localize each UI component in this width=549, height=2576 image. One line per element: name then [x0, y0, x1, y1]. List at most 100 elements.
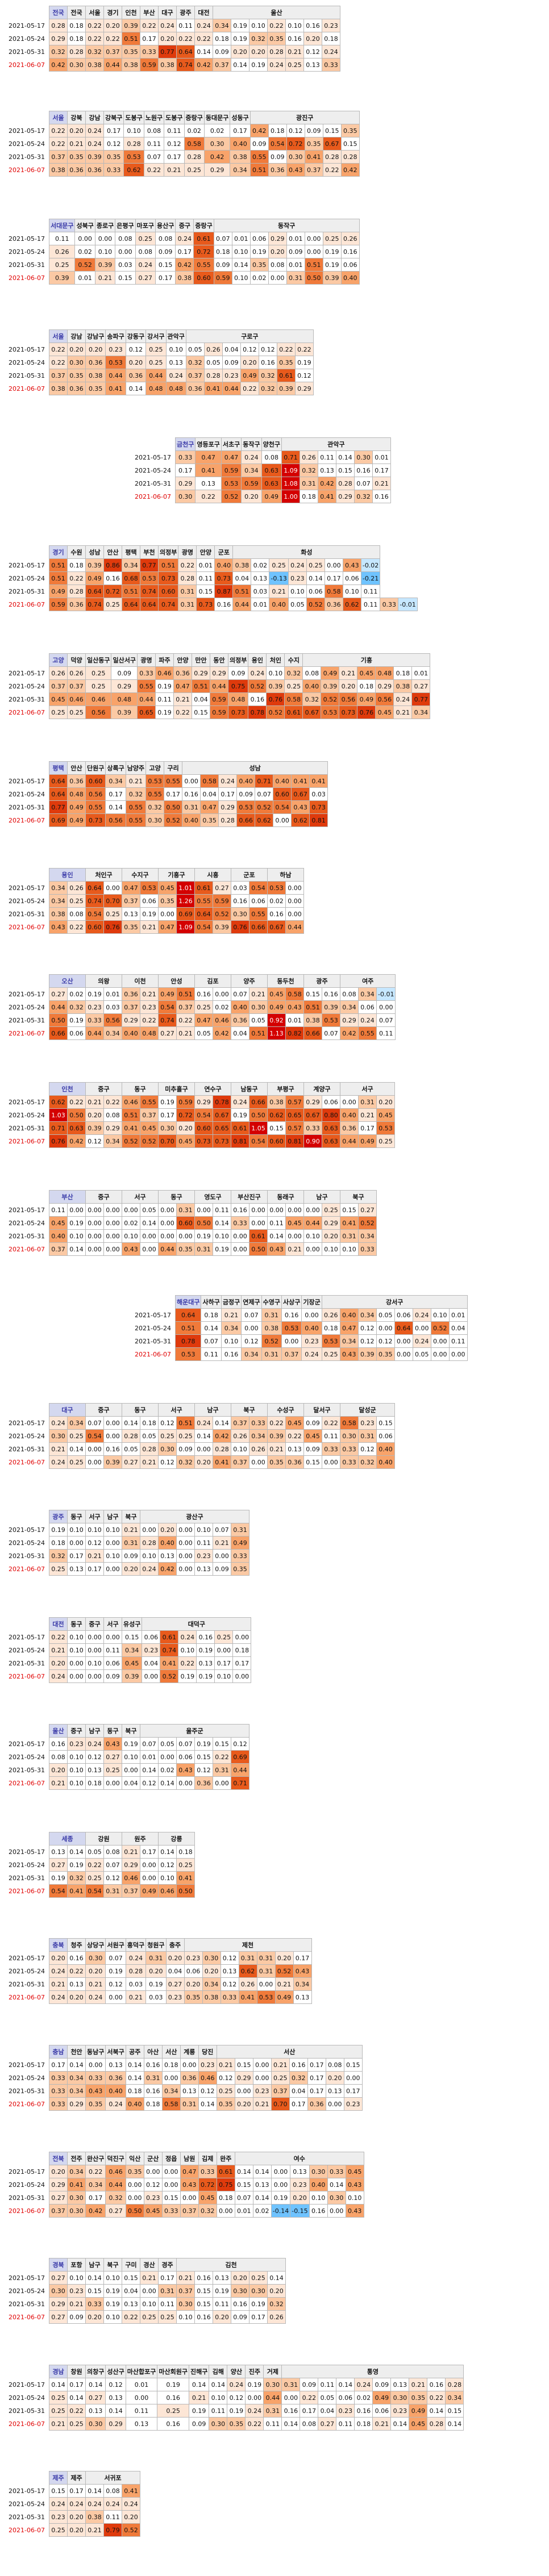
region-header[interactable]: 안양	[196, 545, 215, 559]
region-header[interactable]: 은평구	[115, 219, 136, 232]
region-header[interactable]: 사하구	[201, 1295, 222, 1309]
region-header[interactable]: 평택	[122, 545, 140, 559]
region-header[interactable]: 중구	[85, 1190, 122, 1204]
region-header[interactable]: 북구	[103, 2258, 122, 2272]
region-header[interactable]: 동작구	[213, 219, 360, 232]
region-header[interactable]: 중구	[85, 1403, 122, 1417]
region-header[interactable]: 화성	[232, 545, 381, 559]
region-header[interactable]: 강남	[67, 329, 86, 343]
region-header[interactable]: 서북구	[105, 2045, 126, 2059]
region-header[interactable]: 동구	[67, 1510, 86, 1523]
region-header[interactable]: 경주	[158, 2258, 177, 2272]
region-header[interactable]: 마포구	[135, 219, 156, 232]
region-header[interactable]: 이천	[122, 974, 159, 988]
region-header[interactable]: 울주군	[140, 1724, 249, 1738]
region-header[interactable]: 종로구	[94, 219, 116, 232]
region-header[interactable]: 강남	[85, 111, 104, 124]
region-header[interactable]: 고양	[49, 653, 68, 667]
region-header[interactable]: 대구	[158, 6, 177, 19]
region-header[interactable]: 영도구	[194, 1190, 231, 1204]
region-header[interactable]: 금천구	[174, 437, 196, 451]
region-header[interactable]: 기흥	[302, 653, 431, 667]
region-header[interactable]: 고양	[145, 761, 165, 775]
region-header[interactable]: 창원	[67, 2365, 86, 2378]
region-header[interactable]: 계양구	[303, 1082, 340, 1096]
region-header[interactable]: 서원구	[105, 1938, 126, 1952]
region-header[interactable]: 부산	[49, 1190, 86, 1204]
region-header[interactable]: 만안	[191, 653, 210, 667]
region-header[interactable]: 구미	[122, 2258, 140, 2272]
region-header[interactable]: 동작구	[241, 437, 262, 451]
region-header[interactable]: 서울	[49, 111, 68, 124]
region-header[interactable]: 북구	[122, 1724, 140, 1738]
region-header[interactable]: 서구	[122, 1190, 159, 1204]
region-header[interactable]: 광명	[136, 653, 156, 667]
region-header[interactable]: 강서구	[321, 1295, 468, 1309]
region-header[interactable]: 익산	[125, 2152, 144, 2165]
region-header[interactable]: 완산구	[85, 2152, 106, 2165]
region-header[interactable]: 강릉	[158, 1832, 195, 1846]
region-header[interactable]: 공주	[125, 2045, 144, 2059]
region-header[interactable]: 인천	[122, 6, 140, 19]
region-header[interactable]: 의창구	[85, 2365, 106, 2378]
region-header[interactable]: 중구	[67, 1724, 86, 1738]
region-header[interactable]: 서산	[161, 2045, 181, 2059]
region-header[interactable]: 서울	[49, 329, 68, 343]
region-header[interactable]: 오산	[49, 974, 86, 988]
region-header[interactable]: 송파구	[105, 329, 126, 343]
region-header[interactable]: 김해	[209, 2365, 228, 2378]
region-header[interactable]: 동안	[209, 653, 228, 667]
region-header[interactable]: 대전	[49, 1617, 68, 1631]
region-header[interactable]: 수성구	[267, 1403, 304, 1417]
region-header[interactable]: 서산	[216, 2045, 363, 2059]
region-header[interactable]: 충주	[165, 1938, 185, 1952]
region-header[interactable]: 구리	[164, 761, 183, 775]
region-header[interactable]: 동구	[122, 1082, 159, 1096]
region-header[interactable]: 중랑구	[184, 111, 205, 124]
region-header[interactable]: 용인	[248, 653, 267, 667]
region-header[interactable]: 중구	[175, 219, 194, 232]
region-header[interactable]: 남원	[180, 2152, 199, 2165]
region-header[interactable]: 해운대구	[174, 1295, 202, 1309]
region-header[interactable]: 안양	[173, 653, 192, 667]
region-header[interactable]: 부산	[140, 6, 159, 19]
region-header[interactable]: 남양주	[125, 761, 147, 775]
region-header[interactable]: 청주	[67, 1938, 86, 1952]
region-header[interactable]: 동구	[122, 1403, 159, 1417]
region-header[interactable]: 양천구	[261, 437, 282, 451]
region-header[interactable]: 광주	[176, 6, 195, 19]
region-header[interactable]: 여주	[339, 974, 396, 988]
region-header[interactable]: 하남	[267, 868, 304, 882]
region-header[interactable]: 제주	[67, 2471, 86, 2485]
region-header[interactable]: 사상구	[281, 1295, 302, 1309]
region-header[interactable]: 기흥구	[158, 868, 195, 882]
region-header[interactable]: 수지	[284, 653, 303, 667]
region-header[interactable]: 성남	[182, 761, 328, 775]
region-header[interactable]: 마산회원구	[157, 2365, 189, 2378]
region-header[interactable]: 김포	[194, 974, 231, 988]
region-header[interactable]: 영등포구	[195, 437, 222, 451]
region-header[interactable]: 상록구	[105, 761, 126, 775]
region-header[interactable]: 남구	[85, 1724, 104, 1738]
region-header[interactable]: 서귀포	[85, 2471, 140, 2485]
region-header[interactable]: 경기	[103, 6, 122, 19]
region-header[interactable]: 강북	[67, 111, 86, 124]
region-header[interactable]: 미추홀구	[158, 1082, 195, 1096]
region-header[interactable]: 광진구	[249, 111, 360, 124]
region-header[interactable]: 군포	[231, 868, 268, 882]
region-header[interactable]: 진해구	[188, 2365, 210, 2378]
region-header[interactable]: 광주	[49, 1510, 68, 1523]
region-header[interactable]: 강남구	[85, 329, 106, 343]
region-header[interactable]: 달서구	[303, 1403, 340, 1417]
region-header[interactable]: 전주	[67, 2152, 86, 2165]
region-header[interactable]: 양주	[231, 974, 268, 988]
region-header[interactable]: 수영구	[261, 1295, 282, 1309]
region-header[interactable]: 계룡	[180, 2045, 199, 2059]
region-header[interactable]: 성동구	[230, 111, 251, 124]
region-header[interactable]: 의왕	[85, 974, 122, 988]
region-header[interactable]: 안산	[67, 761, 86, 775]
region-header[interactable]: 도봉구	[123, 111, 144, 124]
region-header[interactable]: 강북구	[103, 111, 124, 124]
region-header[interactable]: 인천	[49, 1082, 86, 1096]
region-header[interactable]: 통영	[281, 2365, 464, 2378]
